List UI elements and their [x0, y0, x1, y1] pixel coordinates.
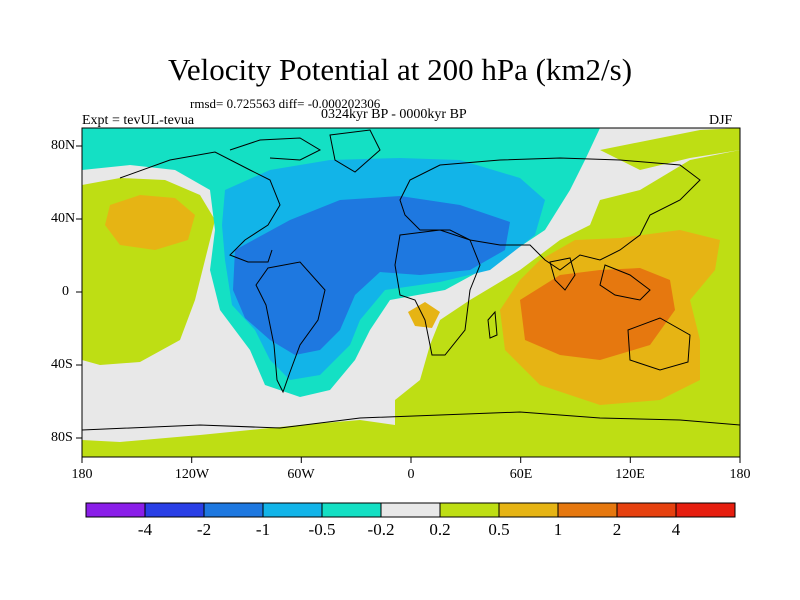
lon-label-120e: 120E: [615, 467, 645, 482]
weak-positive-region-polar: [600, 128, 740, 170]
strong-positive-region: [520, 268, 675, 360]
coastline-north-america-arctic: [229, 137, 322, 161]
colorbar-label-5: -0.2: [367, 520, 395, 539]
colorbar-label-7: 0.5: [488, 520, 510, 539]
axis-ticks: [76, 145, 741, 463]
colorbar-box-1: [85, 502, 146, 518]
lat-label-40n: 40N: [51, 211, 76, 226]
weak-positive-region-south: [82, 420, 400, 457]
colorbar-box-9: [557, 502, 618, 518]
lon-label-180-east: 180: [729, 467, 751, 482]
colorbar-label-10: 4: [671, 520, 681, 539]
lon-label-120w: 120W: [174, 467, 210, 482]
lon-label-180-west: 180: [71, 467, 93, 482]
colorbar-label-2: -2: [196, 520, 212, 539]
colorbar-label-9: 2: [612, 520, 622, 539]
experiment-label: Expt = tevUL-tevua: [82, 113, 195, 128]
coastline-africa: [394, 229, 481, 356]
coastline-australia: [627, 317, 691, 371]
coastline-south-america: [255, 261, 326, 394]
coastlines: [82, 129, 740, 431]
colorbar-box-11: [675, 502, 736, 518]
lon-label-0: 0: [407, 467, 415, 482]
coastline-north-america: [119, 151, 281, 263]
coastline-southeast-asia: [599, 264, 651, 301]
colorbar-box-5: [321, 502, 382, 518]
lat-label-0: 0: [62, 284, 69, 299]
colorbar-box-8: [498, 502, 559, 518]
colorbar-box-2: [144, 502, 205, 518]
colorbar: [85, 502, 736, 518]
lat-label-40s: 40S: [51, 357, 73, 372]
colorbar-label-6: 0.2: [429, 520, 451, 539]
season-label: DJF: [709, 113, 733, 128]
colorbar-label-4: -0.5: [308, 520, 336, 539]
mid-positive-region-west: [105, 195, 195, 250]
colorbar-box-7: [439, 502, 500, 518]
coastline-greenland: [329, 129, 381, 173]
colorbar-box-6: [380, 502, 441, 518]
colorbar-label-8: 1: [553, 520, 563, 539]
lon-label-60w: 60W: [287, 467, 315, 482]
colorbar-label-1: -4: [137, 520, 153, 539]
mid-positive-region-small: [408, 302, 440, 328]
colorbar-label-3: -1: [255, 520, 271, 539]
colorbar-box-4: [262, 502, 323, 518]
colorbar-box-10: [616, 502, 677, 518]
rmsd-diff-stats: rmsd= 0.725563 diff= -0.000202306: [190, 96, 381, 111]
coastline-europe-asia: [399, 157, 701, 271]
lat-label-80n: 80N: [51, 138, 76, 153]
map-title: Velocity Potential at 200 hPa (km2/s): [167, 52, 633, 87]
lon-label-60e: 60E: [509, 467, 533, 482]
period-label: 0324kyr BP - 0000kyr BP: [321, 107, 467, 122]
map-field: [82, 128, 740, 457]
strong-negative-region: [233, 196, 510, 355]
colorbar-box-3: [203, 502, 264, 518]
coastline-madagascar: [487, 310, 498, 339]
coastline-antarctica: [82, 411, 740, 431]
coastline-india: [549, 257, 576, 291]
lat-label-80s: 80S: [51, 430, 73, 445]
